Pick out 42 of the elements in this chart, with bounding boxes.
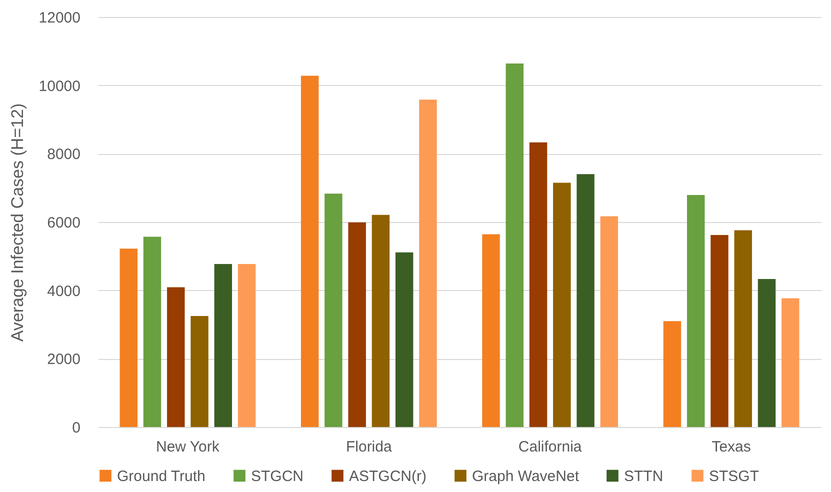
bar [238,264,256,427]
bar [506,63,524,427]
legend-label: Ground Truth [117,468,206,485]
x-tick-label: Florida [346,438,392,456]
bar [529,142,548,427]
y-tick-label: 4000 [47,282,80,300]
legend-label: ASTGCN(r) [349,468,426,485]
y-tick-label: 12000 [38,10,80,26]
legend-label: STSGT [709,468,760,485]
bar [143,236,162,427]
bar [419,100,437,427]
bar [324,194,342,427]
bar [663,321,682,427]
bar [395,252,414,427]
x-tick-label: California [518,438,582,456]
bar [190,316,208,427]
bar [348,222,366,427]
y-tick-label: 10000 [38,78,80,95]
bar [482,234,500,427]
legend-label: Graph WaveNet [472,468,580,485]
bar [372,214,390,427]
bar [553,182,571,427]
x-tick-label: Texas [712,438,751,456]
bar [782,298,800,427]
bar [120,248,138,427]
y-tick-label: 0 [72,420,80,436]
y-axis-title: Average Infected Cases (H=12) [8,103,27,342]
y-tick-label: 6000 [47,214,80,232]
legend-label: STGCN [251,468,304,485]
bar [710,234,728,427]
legend-label: STTN [624,468,664,485]
bar [734,230,752,427]
bar [167,287,185,427]
bar [758,279,776,427]
y-tick-label: 2000 [47,351,80,368]
bar [300,76,319,427]
bar [600,216,618,427]
x-tick-label: New York [156,438,220,456]
y-tick-label: 8000 [47,146,80,164]
bar [214,264,232,427]
bar [576,174,594,427]
bar [686,195,705,427]
